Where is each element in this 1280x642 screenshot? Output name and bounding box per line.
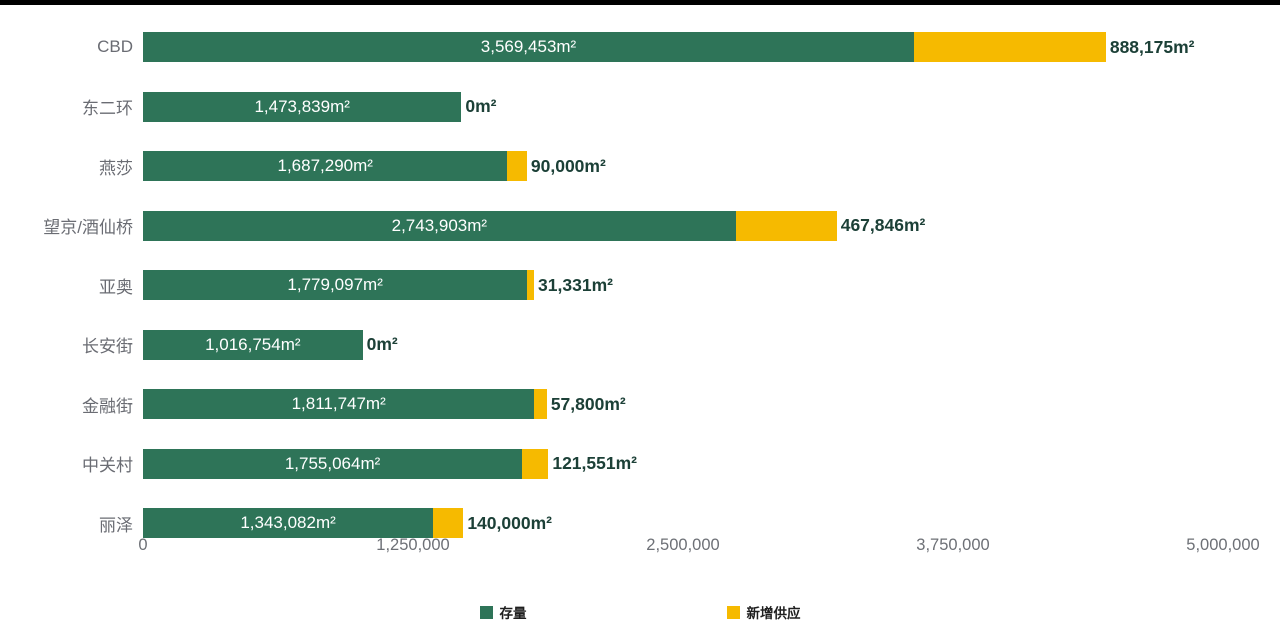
x-axis-tick-label: 3,750,000 [916,536,990,554]
bar-track: 1,343,082m² 140,000m² [143,508,1223,538]
category-label: 望京/酒仙桥 [43,218,133,237]
stock-value-label: 1,811,747m² [291,394,386,413]
category-label: 中关村 [82,456,133,475]
bar-row: 长安街 1,016,754m² 0m² [0,329,1280,360]
bar-row: 燕莎 1,687,290m² 90,000m² [0,151,1280,181]
new-supply-value-label: 121,551m² [552,453,637,473]
stock-bar-segment: 1,811,747m² [143,389,535,419]
stock-value-label: 1,779,097m² [287,275,383,294]
legend-swatch-icon [479,605,493,619]
bar-row: 望京/酒仙桥 2,743,903m² 467,846m² [0,210,1280,241]
bar-rows-container: CBD 3,569,453m² 888,175m² 东二环 1,473,839m… [0,32,1280,538]
stock-bar-segment: 3,569,453m² [143,32,914,62]
legend-label: 新增供应 [746,606,801,621]
legend-item: 新增供应 [726,602,801,622]
stacked-bar-chart: CBD 3,569,453m² 888,175m² 东二环 1,473,839m… [0,32,1280,538]
stock-value-label: 2,743,903m² [391,215,488,235]
category-label: 金融街 [82,396,133,416]
stock-value-label: 1,755,064m² [284,453,381,473]
new-supply-value-label: 0m² [366,334,398,354]
category-label: 丽泽 [99,515,133,535]
stock-value-label: 1,016,754m² [205,334,301,354]
legend-item: 存量 [479,602,527,622]
new-supply-value-label: 888,175m² [1109,36,1195,57]
new-supply-value-label: 140,000m² [467,512,552,533]
new-supply-value-label: 90,000m² [530,155,606,176]
stock-bar-segment: 1,687,290m² [143,151,508,181]
bar-track: 3,569,453m² 888,175m² [143,32,1223,62]
category-label: CBD [97,37,133,56]
legend-label: 存量 [499,606,527,621]
stock-bar-segment: 2,743,903m² [143,210,736,241]
new-supply-bar-segment [534,389,547,419]
stock-bar-segment: 1,343,082m² [143,508,434,538]
bar-track: 1,687,290m² 90,000m² [143,151,1223,181]
stock-value-label: 1,687,290m² [277,156,373,175]
stock-bar-segment: 1,016,754m² [143,329,363,360]
new-supply-bar-segment [433,508,464,538]
stock-value-label: 1,343,082m² [240,513,336,532]
x-axis-tick-label: 2,500,000 [646,536,720,554]
bar-track: 2,743,903m² 467,846m² [143,210,1223,241]
new-supply-value-label: 31,331m² [538,274,613,295]
x-axis-tick-label: 5,000,000 [1186,536,1260,554]
bar-row: 金融街 1,811,747m² 57,800m² [0,389,1280,419]
bar-row: 东二环 1,473,839m² 0m² [0,91,1280,122]
new-supply-value-label: 0m² [465,96,497,116]
bar-row: CBD 3,569,453m² 888,175m² [0,32,1280,62]
category-label: 亚奥 [99,277,133,297]
new-supply-bar-segment [914,32,1106,62]
stock-bar-segment: 1,755,064m² [143,448,523,479]
new-supply-value-label: 467,846m² [840,215,926,235]
stock-value-label: 1,473,839m² [254,96,350,116]
chart-legend: 存量 新增供应 [0,602,1280,622]
stock-bar-segment: 1,779,097m² [143,270,528,300]
bar-row: 亚奥 1,779,097m² 31,331m² [0,270,1280,300]
bar-row: 丽泽 1,343,082m² 140,000m² [0,508,1280,538]
new-supply-value-label: 57,800m² [550,393,626,414]
stock-value-label: 3,569,453m² [480,37,577,56]
new-supply-bar-segment [527,270,535,300]
x-axis-tick-label: 0 [138,536,148,554]
category-label: 长安街 [82,337,133,356]
bar-track: 1,016,754m² 0m² [143,329,1223,360]
bar-track: 1,811,747m² 57,800m² [143,389,1223,419]
x-axis-tick-label: 1,250,000 [376,536,450,554]
x-axis: 0 1,250,000 2,500,000 3,750,000 5,000,00… [138,536,1259,558]
bar-track: 1,755,064m² 121,551m² [143,448,1223,479]
category-label: 东二环 [82,99,133,118]
category-label: 燕莎 [99,158,133,178]
bar-track: 1,473,839m² 0m² [143,91,1223,122]
new-supply-bar-segment [522,448,549,479]
new-supply-bar-segment [735,210,837,241]
bar-track: 1,779,097m² 31,331m² [143,270,1223,300]
new-supply-bar-segment [507,151,527,181]
legend-swatch-icon [726,605,740,619]
bar-row: 中关村 1,755,064m² 121,551m² [0,448,1280,479]
top-black-strip [0,0,1280,5]
stock-bar-segment: 1,473,839m² [143,91,462,122]
